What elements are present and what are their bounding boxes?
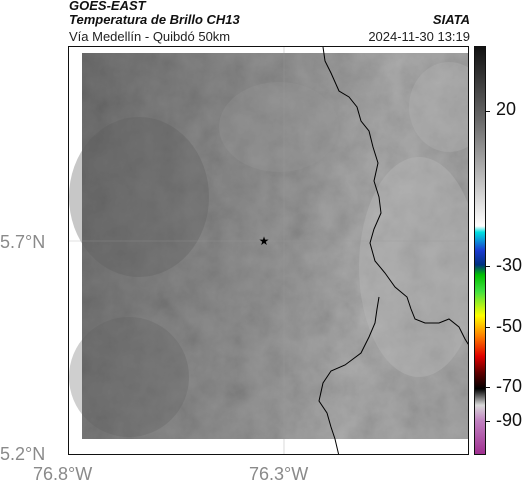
source-label: SIATA — [432, 12, 470, 27]
location-marker-icon: ★ — [259, 234, 270, 248]
y-tick-5-7: 5.7°N — [0, 232, 46, 252]
product-title: Temperatura de Brillo CH13 — [69, 12, 240, 27]
colorbar-label-minus90: -90 — [496, 410, 523, 430]
x-tick-76-8: 76.8°W — [33, 464, 93, 484]
colorbar-tick-minus90 — [486, 421, 490, 422]
colorbar-tick-minus50 — [486, 327, 490, 328]
colorbar-label-20: 20 — [496, 99, 517, 119]
brightness-temperature-map: ★ — [69, 47, 468, 454]
colorbar-tick-20 — [486, 111, 490, 112]
colorbar — [474, 46, 486, 455]
satellite-image — [69, 53, 468, 439]
department-boundary — [322, 47, 468, 345]
x-tick-76-3: 76.3°W — [249, 464, 309, 484]
region-subtitle: Vía Medellín - Quibdó 50km — [69, 29, 231, 44]
timestamp-label: 2024-11-30 13:19 — [368, 29, 470, 44]
colorbar-tick-minus30 — [486, 266, 490, 267]
colorbar-label-minus30: -30 — [496, 255, 523, 275]
colorbar-label-minus50: -50 — [496, 316, 523, 336]
satellite-title: GOES-EAST — [69, 0, 146, 13]
colorbar-label-minus70: -70 — [496, 376, 523, 396]
colorbar-gradient — [475, 47, 485, 454]
colorbar-tick-minus70 — [486, 387, 490, 388]
south-boundary — [318, 296, 380, 454]
y-tick-5-2: 5.2°N — [0, 444, 46, 464]
map-panel[interactable]: ★ — [68, 46, 469, 455]
